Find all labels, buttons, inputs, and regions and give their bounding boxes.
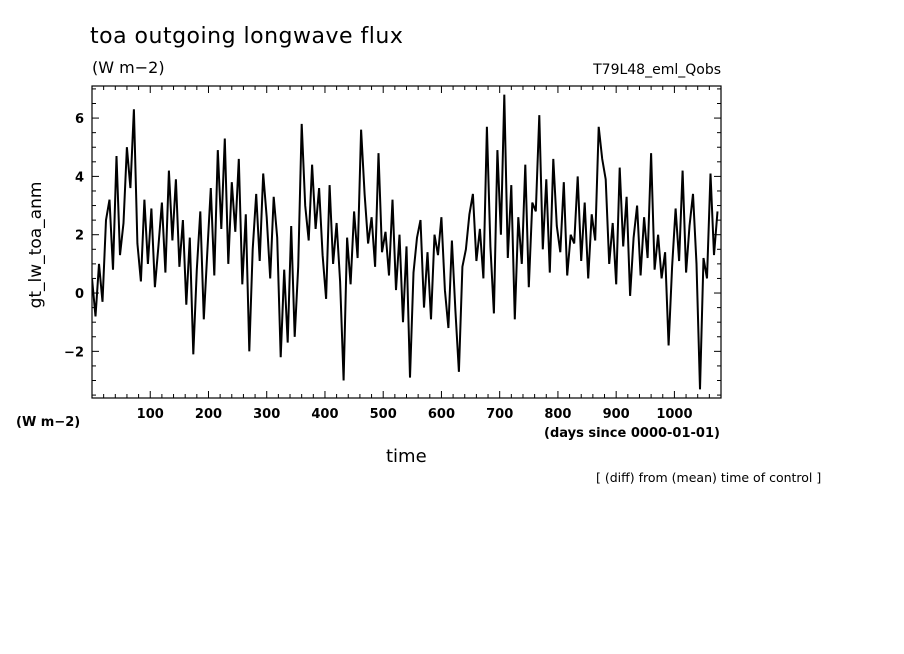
x-tick-label: 300: [253, 407, 280, 422]
plot-area: 100 200 300 400 500 600 700 800 900 1000 −2 0 2 4 6: [64, 85, 722, 422]
x-axis-label: time: [386, 446, 427, 467]
x-tick-label: 200: [195, 407, 222, 422]
y-tick-label: −2: [64, 345, 84, 360]
run-name: T79L48_eml_Qobs: [593, 62, 721, 78]
x-tick-label: 900: [603, 407, 630, 422]
y-tick-label: 0: [75, 287, 84, 302]
plot-frame: [91, 85, 722, 399]
y-tick-label: 6: [75, 112, 84, 127]
x-tick-label: 100: [137, 407, 164, 422]
x-tick-label: 400: [311, 407, 338, 422]
x-tick-label: 600: [428, 407, 455, 422]
x-tick-label: 1000: [656, 407, 692, 422]
diff-note: [ (diff) from (mean) time of control ]: [596, 470, 822, 485]
y-tick-label: 4: [75, 170, 84, 185]
x-tick-label: 800: [544, 407, 571, 422]
x-tick-label: 700: [486, 407, 513, 422]
y-axis-units: (W m−2): [16, 415, 81, 430]
chart-units: (W m−2): [92, 58, 165, 77]
y-tick-label: 2: [75, 229, 84, 244]
chart-title: toa outgoing longwave flux: [90, 24, 404, 49]
x-axis-units: (days since 0000-01-01): [544, 426, 720, 441]
series-line: [92, 94, 719, 390]
x-tick-label: 500: [370, 407, 397, 422]
